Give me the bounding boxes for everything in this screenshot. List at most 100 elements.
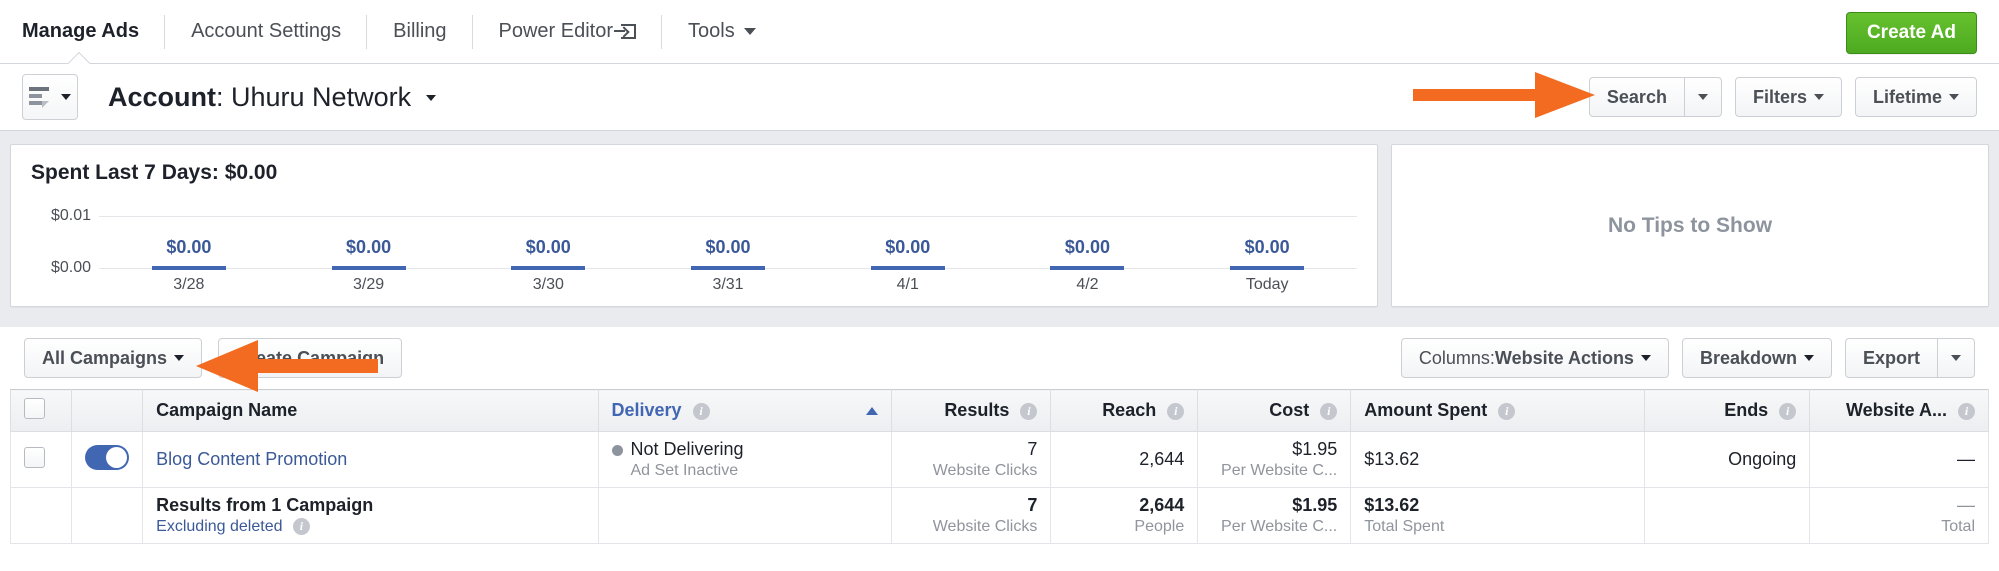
chevron-down-icon xyxy=(61,94,71,100)
info-icon[interactable]: i xyxy=(1020,402,1038,420)
results-value: 7 xyxy=(1027,439,1038,459)
spend-chart-panel: Spent Last 7 Days: $0.00 $0.01 $0.00 $0.… xyxy=(10,144,1378,307)
export-dropdown-button[interactable] xyxy=(1937,338,1975,378)
chevron-down-icon xyxy=(1813,94,1824,100)
date-range-button[interactable]: Lifetime xyxy=(1854,77,1977,117)
select-all-checkbox[interactable] xyxy=(24,397,45,419)
table-toolbar-left: All Campaigns Create Campaign xyxy=(24,338,403,378)
delivery-header[interactable]: Delivery i xyxy=(597,389,893,432)
info-icon[interactable]: i xyxy=(692,402,710,420)
campaigns-table: Campaign Name Delivery i Results i Reach… xyxy=(9,389,1989,544)
column-label: Delivery xyxy=(611,400,682,420)
columns-button[interactable]: Columns: Website Actions xyxy=(1400,338,1669,378)
excluding-deleted-link[interactable]: Excluding deleted xyxy=(156,518,283,535)
chevron-down-icon[interactable] xyxy=(425,95,436,102)
all-campaigns-filter-button[interactable]: All Campaigns xyxy=(24,338,203,378)
campaign-name-header[interactable]: Campaign Name xyxy=(142,389,599,432)
chart-bar-column[interactable]: $0.00 3/31 xyxy=(638,201,818,293)
bar-mark xyxy=(691,266,766,270)
reach-header[interactable]: Reach i xyxy=(1050,389,1199,432)
campaign-name-link[interactable]: Blog Content Promotion xyxy=(156,449,348,469)
totals-cost-cell: $1.95 Per Website C... xyxy=(1197,487,1352,544)
chevron-down-icon xyxy=(1697,94,1708,100)
top-navigation-bar: Manage Ads Account Settings Billing Powe… xyxy=(0,0,1999,64)
table-row[interactable]: Blog Content Promotion Not Delivering Ad… xyxy=(9,431,1989,488)
info-icon[interactable]: i xyxy=(1320,402,1338,420)
bar-mark xyxy=(331,266,406,270)
totals-delivery-cell xyxy=(597,487,893,544)
cost-value: $1.95 xyxy=(1292,439,1338,459)
website-actions-header[interactable]: Website A... i xyxy=(1809,389,1989,432)
row-checkbox[interactable] xyxy=(24,446,45,468)
filters-label: Filters xyxy=(1752,86,1807,107)
chevron-down-icon xyxy=(1803,355,1814,361)
info-icon[interactable]: i xyxy=(292,518,310,536)
filters-button[interactable]: Filters xyxy=(1734,77,1842,117)
search-button[interactable]: Search xyxy=(1588,77,1684,117)
chevron-down-icon xyxy=(1949,94,1959,100)
chart-bar-column[interactable]: $0.00 4/1 xyxy=(818,201,998,293)
delivery-status: Not Delivering xyxy=(630,439,744,459)
amount-spent-value: $13.62 xyxy=(1364,449,1420,469)
chart-bar-column[interactable]: $0.00 3/29 xyxy=(279,201,459,293)
bar-mark xyxy=(511,266,586,270)
tips-panel: No Tips to Show xyxy=(1391,144,1989,307)
cost-header[interactable]: Cost i xyxy=(1197,389,1352,432)
totals-blank-cell xyxy=(9,487,73,544)
results-unit: Website Clicks xyxy=(932,462,1038,479)
info-icon[interactable]: i xyxy=(1958,402,1975,420)
nav-item-tools[interactable]: Tools xyxy=(662,17,782,47)
breakdown-button[interactable]: Breakdown xyxy=(1681,338,1832,378)
nav-item-account-settings[interactable]: Account Settings xyxy=(165,14,368,49)
nav-item-billing[interactable]: Billing xyxy=(367,14,473,49)
chart-bar-column[interactable]: $0.00 3/28 xyxy=(99,201,279,293)
nav-item-manage-ads[interactable]: Manage Ads xyxy=(22,14,166,49)
chevron-down-icon xyxy=(1640,355,1651,361)
search-dropdown-button[interactable] xyxy=(1683,77,1722,117)
spend-chart-title: Spent Last 7 Days: $0.00 xyxy=(31,161,278,184)
column-label: Campaign Name xyxy=(156,400,298,420)
create-ad-button[interactable]: Create Ad xyxy=(1845,12,1977,54)
results-header[interactable]: Results i xyxy=(891,389,1052,432)
campaign-active-toggle[interactable] xyxy=(85,444,130,470)
y-tick-label: $0.00 xyxy=(50,259,91,276)
bar-value-label: $0.00 xyxy=(166,237,212,257)
y-tick-label: $0.01 xyxy=(50,207,91,224)
totals-results-cell: 7 Website Clicks xyxy=(891,487,1052,544)
bar-value-label: $0.00 xyxy=(525,237,571,257)
column-label: Reach xyxy=(1102,400,1157,420)
bar-mark xyxy=(1230,266,1305,270)
status-dot-icon xyxy=(611,444,623,456)
website-actions-cell: — xyxy=(1809,431,1989,488)
ends-value: Ongoing xyxy=(1728,449,1797,469)
cost-cell: $1.95 Per Website C... xyxy=(1197,431,1352,488)
columns-value: Website Actions xyxy=(1494,347,1634,368)
x-tick-label: 4/2 xyxy=(1076,276,1099,293)
chart-bar-column[interactable]: $0.00 3/30 xyxy=(458,201,638,293)
amount-spent-cell: $13.62 xyxy=(1350,431,1645,488)
campaign-name-cell: Blog Content Promotion xyxy=(142,431,599,488)
ends-header[interactable]: Ends i xyxy=(1643,389,1811,432)
nav-items: Manage Ads Account Settings Billing Powe… xyxy=(22,0,782,64)
nav-item-power-editor[interactable]: Power Editor xyxy=(473,14,663,49)
spend-chart: $0.01 $0.00 $0.00 3/28 xyxy=(31,201,1357,296)
export-button[interactable]: Export xyxy=(1844,338,1937,378)
chevron-down-icon xyxy=(743,28,756,35)
info-icon[interactable]: i xyxy=(1779,402,1797,420)
totals-amount-spent-unit: Total Spent xyxy=(1364,518,1445,535)
chart-bar-column[interactable]: $0.00 4/2 xyxy=(998,201,1178,293)
totals-results-value: 7 xyxy=(1027,495,1038,515)
delivery-cell: Not Delivering Ad Set Inactive xyxy=(597,431,893,488)
bar-value-label: $0.00 xyxy=(885,237,931,257)
info-icon[interactable]: i xyxy=(1498,402,1516,420)
totals-amount-spent-value: $13.62 xyxy=(1364,495,1420,515)
report-document-icon-button[interactable] xyxy=(22,74,78,120)
date-range-label: Lifetime xyxy=(1872,86,1942,107)
chart-y-axis: $0.01 $0.00 xyxy=(31,201,91,296)
amount-spent-header[interactable]: Amount Spent i xyxy=(1350,389,1645,432)
chart-bar-column[interactable]: $0.00 Today xyxy=(1177,201,1357,293)
create-campaign-button[interactable]: Create Campaign xyxy=(218,338,403,378)
info-icon[interactable]: i xyxy=(1167,402,1185,420)
totals-reach-unit: People xyxy=(1134,518,1185,535)
totals-ends-cell xyxy=(1643,487,1811,544)
